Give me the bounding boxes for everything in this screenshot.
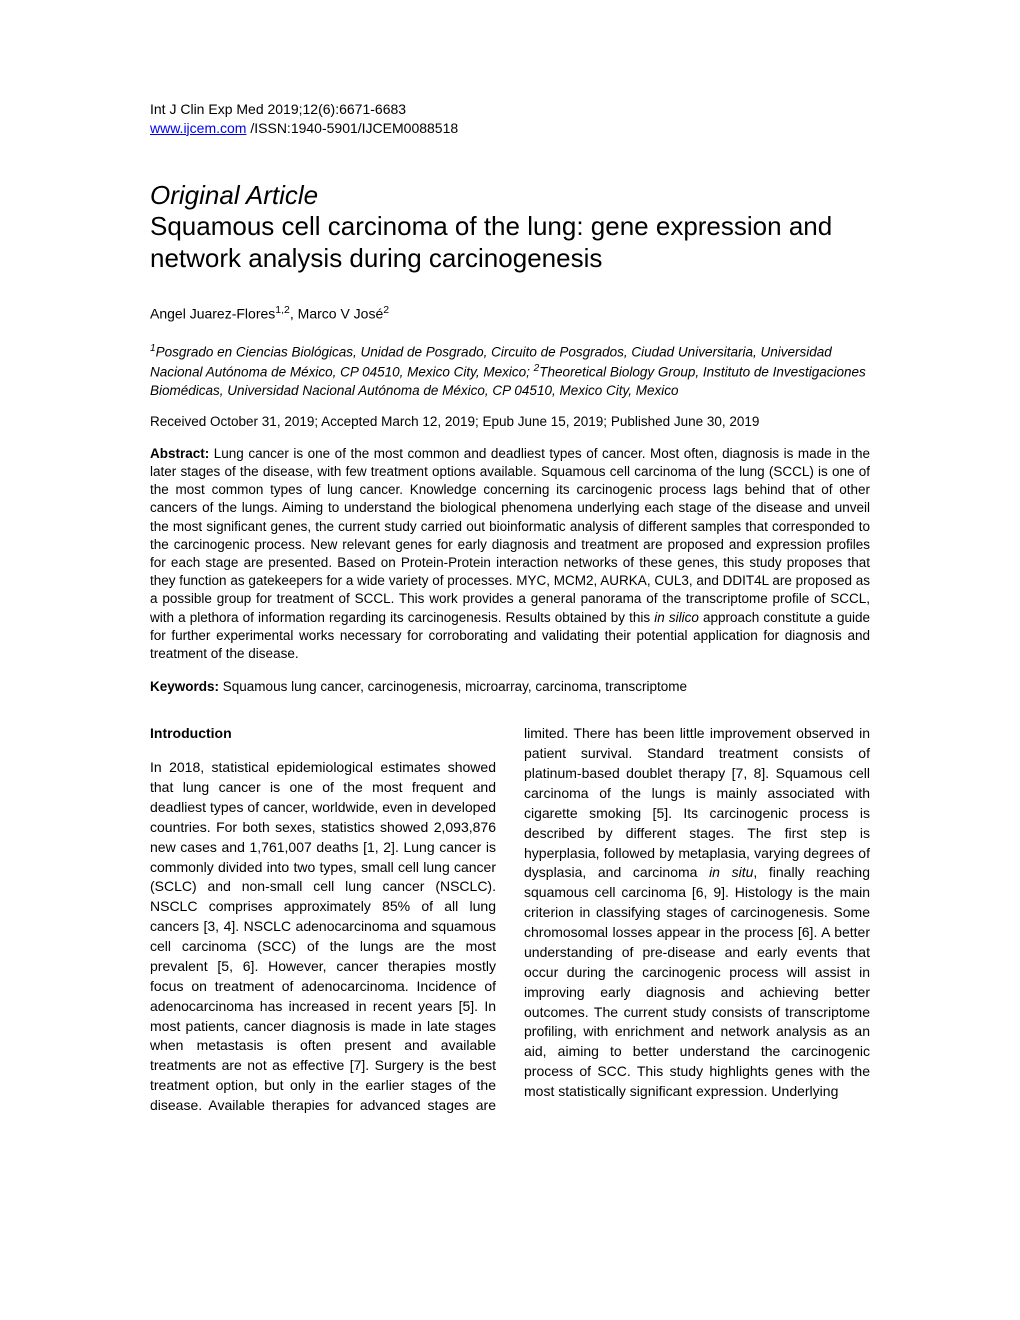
page: Int J Clin Exp Med 2019;12(6):6671-6683 … bbox=[0, 0, 1020, 1320]
keywords-label: Keywords: bbox=[150, 679, 219, 694]
affiliations: 1Posgrado en Ciencias Biológicas, Unidad… bbox=[150, 342, 870, 400]
abstract-label: Abstract: bbox=[150, 446, 209, 461]
abstract-text: Lung cancer is one of the most common an… bbox=[150, 446, 870, 661]
body-paragraph: In 2018, statistical epidemiological est… bbox=[150, 724, 870, 1116]
authors: Angel Juarez-Flores1,2, Marco V José2 bbox=[150, 304, 870, 322]
keywords: Keywords: Squamous lung cancer, carcinog… bbox=[150, 679, 870, 694]
body-columns: Introduction In 2018, statistical epidem… bbox=[150, 724, 870, 1116]
title-block: Original Article Squamous cell carcinoma… bbox=[150, 180, 870, 275]
article-type: Original Article bbox=[150, 180, 870, 211]
journal-citation: Int J Clin Exp Med 2019;12(6):6671-6683 bbox=[150, 101, 406, 117]
received-dates: Received October 31, 2019; Accepted Marc… bbox=[150, 414, 870, 429]
journal-header: Int J Clin Exp Med 2019;12(6):6671-6683 … bbox=[150, 100, 870, 138]
introduction-heading: Introduction bbox=[150, 724, 496, 744]
keywords-text: Squamous lung cancer, carcinogenesis, mi… bbox=[219, 679, 687, 694]
issn-text: /ISSN:1940-5901/IJCEM0088518 bbox=[246, 120, 458, 136]
journal-url-link[interactable]: www.ijcem.com bbox=[150, 120, 246, 136]
abstract: Abstract: Lung cancer is one of the most… bbox=[150, 445, 870, 664]
article-title: Squamous cell carcinoma of the lung: gen… bbox=[150, 211, 870, 274]
